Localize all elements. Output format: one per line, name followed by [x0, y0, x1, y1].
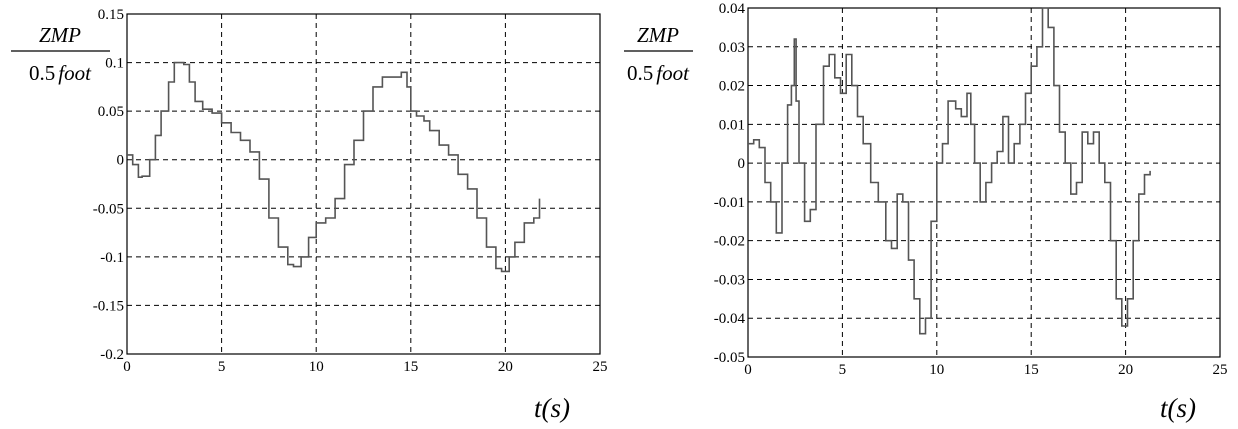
- y-tick-label: 0.1: [105, 56, 124, 72]
- denominator-number: 0.5: [29, 61, 55, 85]
- y-tick-label: 0.04: [719, 1, 746, 17]
- series-line: [748, 7, 1151, 335]
- x-tick-label: 5: [218, 359, 226, 375]
- x-tick-label: 20: [498, 359, 513, 375]
- y-axis-label-denominator: 0.5 foot: [29, 61, 92, 85]
- x-tick-label: 20: [1118, 362, 1133, 378]
- y-axis-label-numerator: ZMP: [637, 23, 679, 47]
- x-tick-label: 15: [403, 359, 418, 375]
- denominator-variable: foot: [58, 61, 92, 85]
- x-tick-label: 5: [839, 362, 847, 378]
- y-tick-label: 0: [117, 153, 125, 169]
- y-axis-label: ZMP 0.5 foot: [11, 23, 110, 85]
- x-axis-label: t(s): [1160, 393, 1196, 423]
- y-axis-label: ZMP 0.5 foot: [624, 23, 693, 85]
- chart-right: ZMP 0.5 foot t(s) 0 5 10 15 20 25 -0.05 -0.04 -0.…: [624, 1, 1228, 423]
- chart-panel-right: ZMP 0.5 foot t(s) 0 5 10 15 20 25 -0.05 -0.04 -0.…: [615, 0, 1238, 429]
- chart-left: ZMP 0.5 foot t(s) 0 5 10 15 20 25 -0.2 -0.15 -0.1…: [11, 7, 608, 423]
- plot-area: [747, 7, 1221, 358]
- series-line: [127, 61, 541, 273]
- x-tick-label: 10: [929, 362, 944, 378]
- y-tick-label: -0.1: [100, 250, 124, 266]
- x-tick-label: 25: [593, 359, 608, 375]
- y-tick-label: 0.03: [719, 40, 745, 56]
- y-tick-label: 0.02: [719, 79, 745, 95]
- x-axis-label: t(s): [534, 393, 570, 423]
- plot-frame: [126, 13, 601, 355]
- y-axis-label-numerator: ZMP: [39, 23, 81, 47]
- y-tick-label: 0.05: [98, 104, 124, 120]
- x-tick-label: 0: [123, 359, 131, 375]
- y-tick-label: 0.15: [98, 7, 124, 23]
- x-tick-label: 0: [744, 362, 752, 378]
- plot-frame: [747, 7, 1221, 358]
- denominator-variable: foot: [656, 61, 690, 85]
- x-tick-label: 15: [1024, 362, 1039, 378]
- x-tick-label: 10: [309, 359, 324, 375]
- y-tick-label: -0.04: [714, 311, 746, 327]
- y-tick-label: -0.02: [714, 234, 745, 250]
- x-tick-label: 25: [1213, 362, 1228, 378]
- y-tick-label: 0: [738, 156, 746, 172]
- y-tick-label: -0.15: [93, 298, 124, 314]
- y-tick-label: -0.05: [93, 201, 124, 217]
- y-tick-label: -0.05: [714, 350, 745, 366]
- y-axis-label-denominator: 0.5 foot: [627, 61, 690, 85]
- y-tick-label: -0.2: [100, 347, 124, 363]
- denominator-number: 0.5: [627, 61, 653, 85]
- y-tick-label: -0.03: [714, 272, 745, 288]
- y-tick-label: 0.01: [719, 117, 745, 133]
- chart-panel-left: ZMP 0.5 foot t(s) 0 5 10 15 20 25 -0.2 -0.15 -0.1…: [0, 0, 615, 429]
- plot-area: [126, 13, 601, 355]
- y-tick-label: -0.01: [714, 195, 745, 211]
